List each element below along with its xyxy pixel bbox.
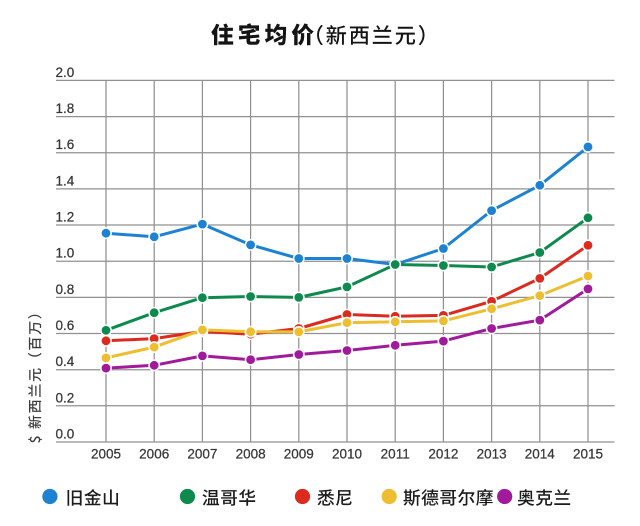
svg-text:2015: 2015 xyxy=(573,447,603,462)
svg-text:2007: 2007 xyxy=(187,447,217,462)
svg-text:1.0: 1.0 xyxy=(56,246,75,261)
svg-text:0.2: 0.2 xyxy=(56,390,75,405)
svg-text:2005: 2005 xyxy=(91,447,121,462)
svg-text:0.8: 0.8 xyxy=(56,282,75,297)
svg-text:1.8: 1.8 xyxy=(56,101,75,116)
svg-text:2010: 2010 xyxy=(332,447,362,462)
svg-text:2.0: 2.0 xyxy=(56,65,75,80)
svg-text:0.6: 0.6 xyxy=(56,318,75,333)
svg-text:2008: 2008 xyxy=(236,447,266,462)
svg-text:2013: 2013 xyxy=(477,447,507,462)
svg-text:1.6: 1.6 xyxy=(56,137,75,152)
svg-text:0.0: 0.0 xyxy=(56,427,75,442)
svg-text:1.2: 1.2 xyxy=(56,210,75,225)
svg-text:2009: 2009 xyxy=(284,447,314,462)
svg-text:0.4: 0.4 xyxy=(56,354,75,369)
svg-text:2006: 2006 xyxy=(139,447,169,462)
svg-text:2011: 2011 xyxy=(381,447,410,462)
svg-text:2012: 2012 xyxy=(428,447,458,462)
svg-text:2014: 2014 xyxy=(525,447,556,462)
svg-text:1.4: 1.4 xyxy=(56,173,75,188)
